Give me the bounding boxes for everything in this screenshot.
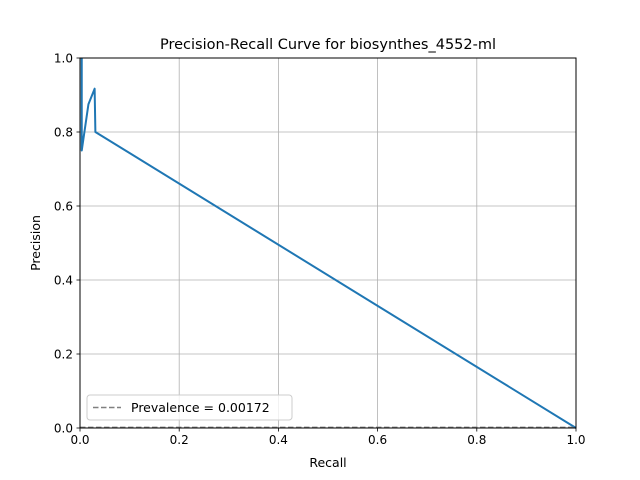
y-tick-label: 0.6 <box>54 200 73 214</box>
x-tick-label: 0.2 <box>170 433 189 447</box>
x-tick-label: 0.6 <box>368 433 387 447</box>
y-tick-label: 0.4 <box>54 274 73 288</box>
series-lines <box>80 58 577 429</box>
legend-prevalence-label: Prevalence = 0.00172 <box>131 400 270 415</box>
y-tick-label: 1.0 <box>54 52 73 66</box>
x-tick-label: 1.0 <box>566 433 585 447</box>
axis-ticks: 0.0 0.2 0.4 0.6 0.8 1.0 0.0 0.2 0.4 0.6 0.8 1.0 <box>54 52 586 448</box>
x-tick-label: 0.8 <box>467 433 486 447</box>
plot-area-background <box>80 58 576 428</box>
plot-frame <box>79 57 577 429</box>
y-tick-label: 0.2 <box>54 348 73 362</box>
legend-box <box>86 394 293 421</box>
chart-title: Precision-Recall Curve for biosynthes_45… <box>160 37 496 53</box>
y-tick-label: 0.8 <box>54 126 73 140</box>
x-tick-label: 0.4 <box>269 433 288 447</box>
x-tick-label: 0.0 <box>70 433 89 447</box>
y-tick-label: 0.0 <box>54 422 73 436</box>
grid-lines <box>79 57 577 429</box>
y-axis-label: Precision <box>28 215 43 271</box>
x-axis-label: Recall <box>309 455 346 470</box>
legend: Prevalence = 0.00172 <box>86 394 293 421</box>
pr-curve-line <box>80 58 577 429</box>
